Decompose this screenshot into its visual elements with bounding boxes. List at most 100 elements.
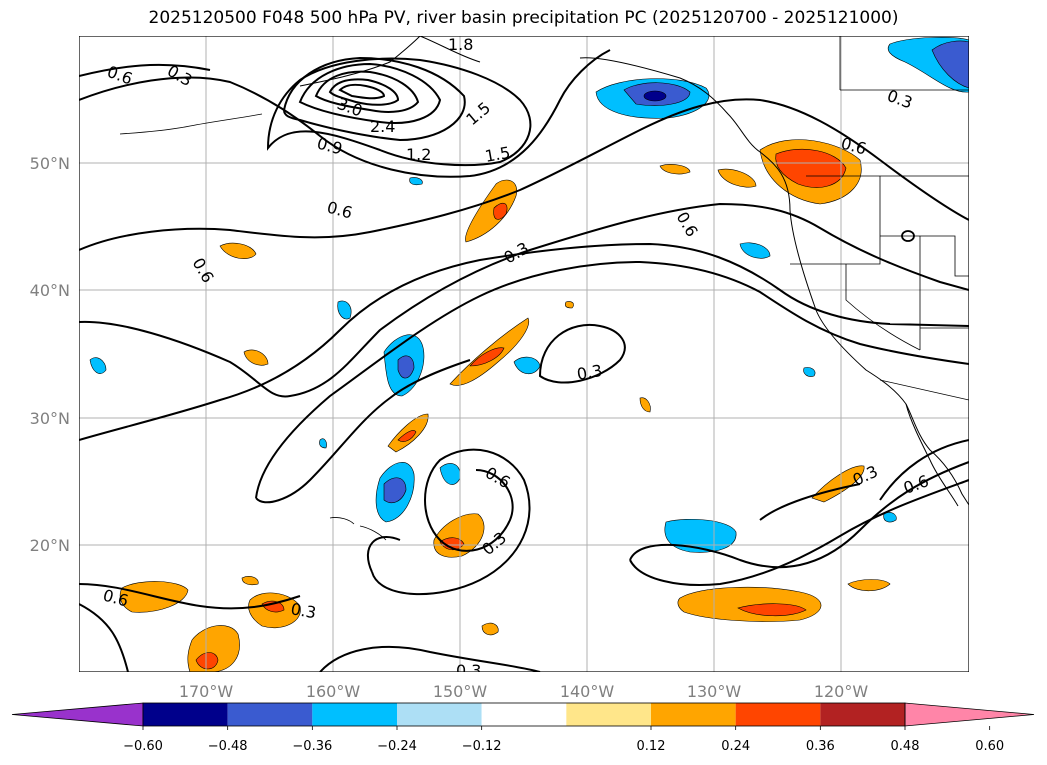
pv-contour <box>79 583 301 610</box>
pv-contour <box>759 483 861 521</box>
colorbar-tick-label: 0.60 <box>975 739 1004 754</box>
precip-area <box>383 477 407 503</box>
pv-contour <box>255 260 969 499</box>
precip-area <box>439 537 465 551</box>
longitude-label: 140°W <box>560 682 615 701</box>
colorbar-tick-label: −0.12 <box>462 739 502 754</box>
precip-area <box>564 301 574 309</box>
precip-area <box>409 177 423 186</box>
precip-area <box>717 168 757 188</box>
colorbar-tick-label: −0.48 <box>208 739 248 754</box>
precip-area <box>737 603 807 617</box>
latitude-labels: 50°N 40°N 30°N 20°N <box>30 154 70 555</box>
colorbar-tick-label: −0.24 <box>377 739 417 754</box>
colorbar-tick-label: 0.36 <box>806 739 835 754</box>
colorbar-tick-label: 0.48 <box>891 739 920 754</box>
latitude-label: 30°N <box>30 409 70 428</box>
colorbar-segment <box>481 703 567 726</box>
colorbar-tick-label: 0.12 <box>637 739 666 754</box>
precip-area <box>337 300 352 320</box>
precip-area <box>847 579 891 592</box>
colorbar-segment <box>397 703 482 726</box>
colorbar: −0.60 −0.48 −0.36 −0.24 −0.12 0.12 0.24 0.36 0.4… <box>11 702 1035 754</box>
colorbar-segment <box>143 703 228 726</box>
precip-area <box>643 90 667 102</box>
colorbar-outline <box>142 702 906 727</box>
precip-area <box>397 430 417 442</box>
precip-area <box>319 438 327 449</box>
pv-contour <box>79 63 211 77</box>
pv-contours <box>79 49 969 672</box>
longitude-labels: 170°W 160°W 150°W 140°W 130°W 120°W <box>179 682 869 701</box>
pv-contour <box>371 448 531 596</box>
precip-area <box>195 652 219 670</box>
pv-contour <box>79 98 969 251</box>
precip-area <box>89 357 107 374</box>
precip-area <box>659 164 691 175</box>
colorbar-segment <box>820 703 905 726</box>
precip-area <box>243 349 269 366</box>
pv-contour <box>629 479 969 586</box>
pv-contour <box>879 439 969 501</box>
contour-label: 0.3 <box>575 361 603 384</box>
pv-contour <box>79 242 969 441</box>
colorbar-segment <box>566 703 651 726</box>
precip-area <box>639 397 651 413</box>
pv-contour <box>298 62 442 124</box>
pv-contour <box>319 645 541 672</box>
pv-contour <box>538 324 626 384</box>
contour-label: 2.4 <box>370 117 395 136</box>
precip-area <box>931 40 969 89</box>
colorbar-segment <box>651 703 736 726</box>
longitude-label: 130°W <box>687 682 742 701</box>
precip-area <box>481 622 499 636</box>
negative-precipitation-areas <box>89 37 969 553</box>
colorbar-tick-label: −0.60 <box>123 739 163 754</box>
pv-contour <box>282 56 466 142</box>
contour-label: 0.3 <box>456 661 481 680</box>
colorbar-extend-max <box>904 702 1035 727</box>
contour-label: 1.8 <box>448 35 473 54</box>
pv-contour <box>328 78 400 106</box>
colorbar-tick-label: 0.24 <box>721 739 750 754</box>
contour-label: 1.2 <box>406 145 431 164</box>
precip-area <box>493 202 508 220</box>
precip-area <box>241 576 259 586</box>
precip-area <box>775 148 847 188</box>
pv-contour <box>79 49 611 178</box>
latitude-label: 40°N <box>30 281 70 300</box>
latitude-label: 20°N <box>30 536 70 555</box>
coastlines <box>119 36 969 541</box>
latitude-label: 50°N <box>30 154 70 173</box>
precip-area <box>664 518 737 553</box>
colorbar-segment <box>312 703 397 726</box>
colorbar-tick-label: −0.36 <box>292 739 332 754</box>
precip-area <box>739 242 771 259</box>
pv-contour <box>79 202 969 398</box>
colorbar-segment <box>227 703 313 726</box>
colorbar-extend-min <box>11 702 144 727</box>
pv-contour <box>314 70 420 113</box>
precip-area <box>397 355 415 379</box>
longitude-label: 170°W <box>179 682 234 701</box>
pv-contour <box>79 603 129 672</box>
map-plot-area: 0.6 0.3 1.8 3.0 2.4 0.9 1.2 1.5 1.5 0.6 … <box>79 35 969 680</box>
precip-area <box>803 367 816 377</box>
contour-label: 0.3 <box>289 599 317 622</box>
contour-label: 1.5 <box>483 143 511 166</box>
map-title: 2025120500 F048 500 hPa PV, river basin … <box>148 8 899 28</box>
pv-contour <box>366 536 401 573</box>
longitude-label: 120°W <box>814 682 869 701</box>
pv-contour <box>629 461 969 569</box>
pv-contour <box>255 359 471 504</box>
longitude-label: 150°W <box>433 682 488 701</box>
pv-contour <box>338 83 386 100</box>
map-gridlines <box>79 36 969 672</box>
longitude-label: 160°W <box>306 682 361 701</box>
precip-area <box>219 242 257 259</box>
precip-area <box>883 512 897 523</box>
precip-area <box>677 586 822 622</box>
precip-area <box>469 347 505 367</box>
colorbar-segment <box>735 703 821 726</box>
